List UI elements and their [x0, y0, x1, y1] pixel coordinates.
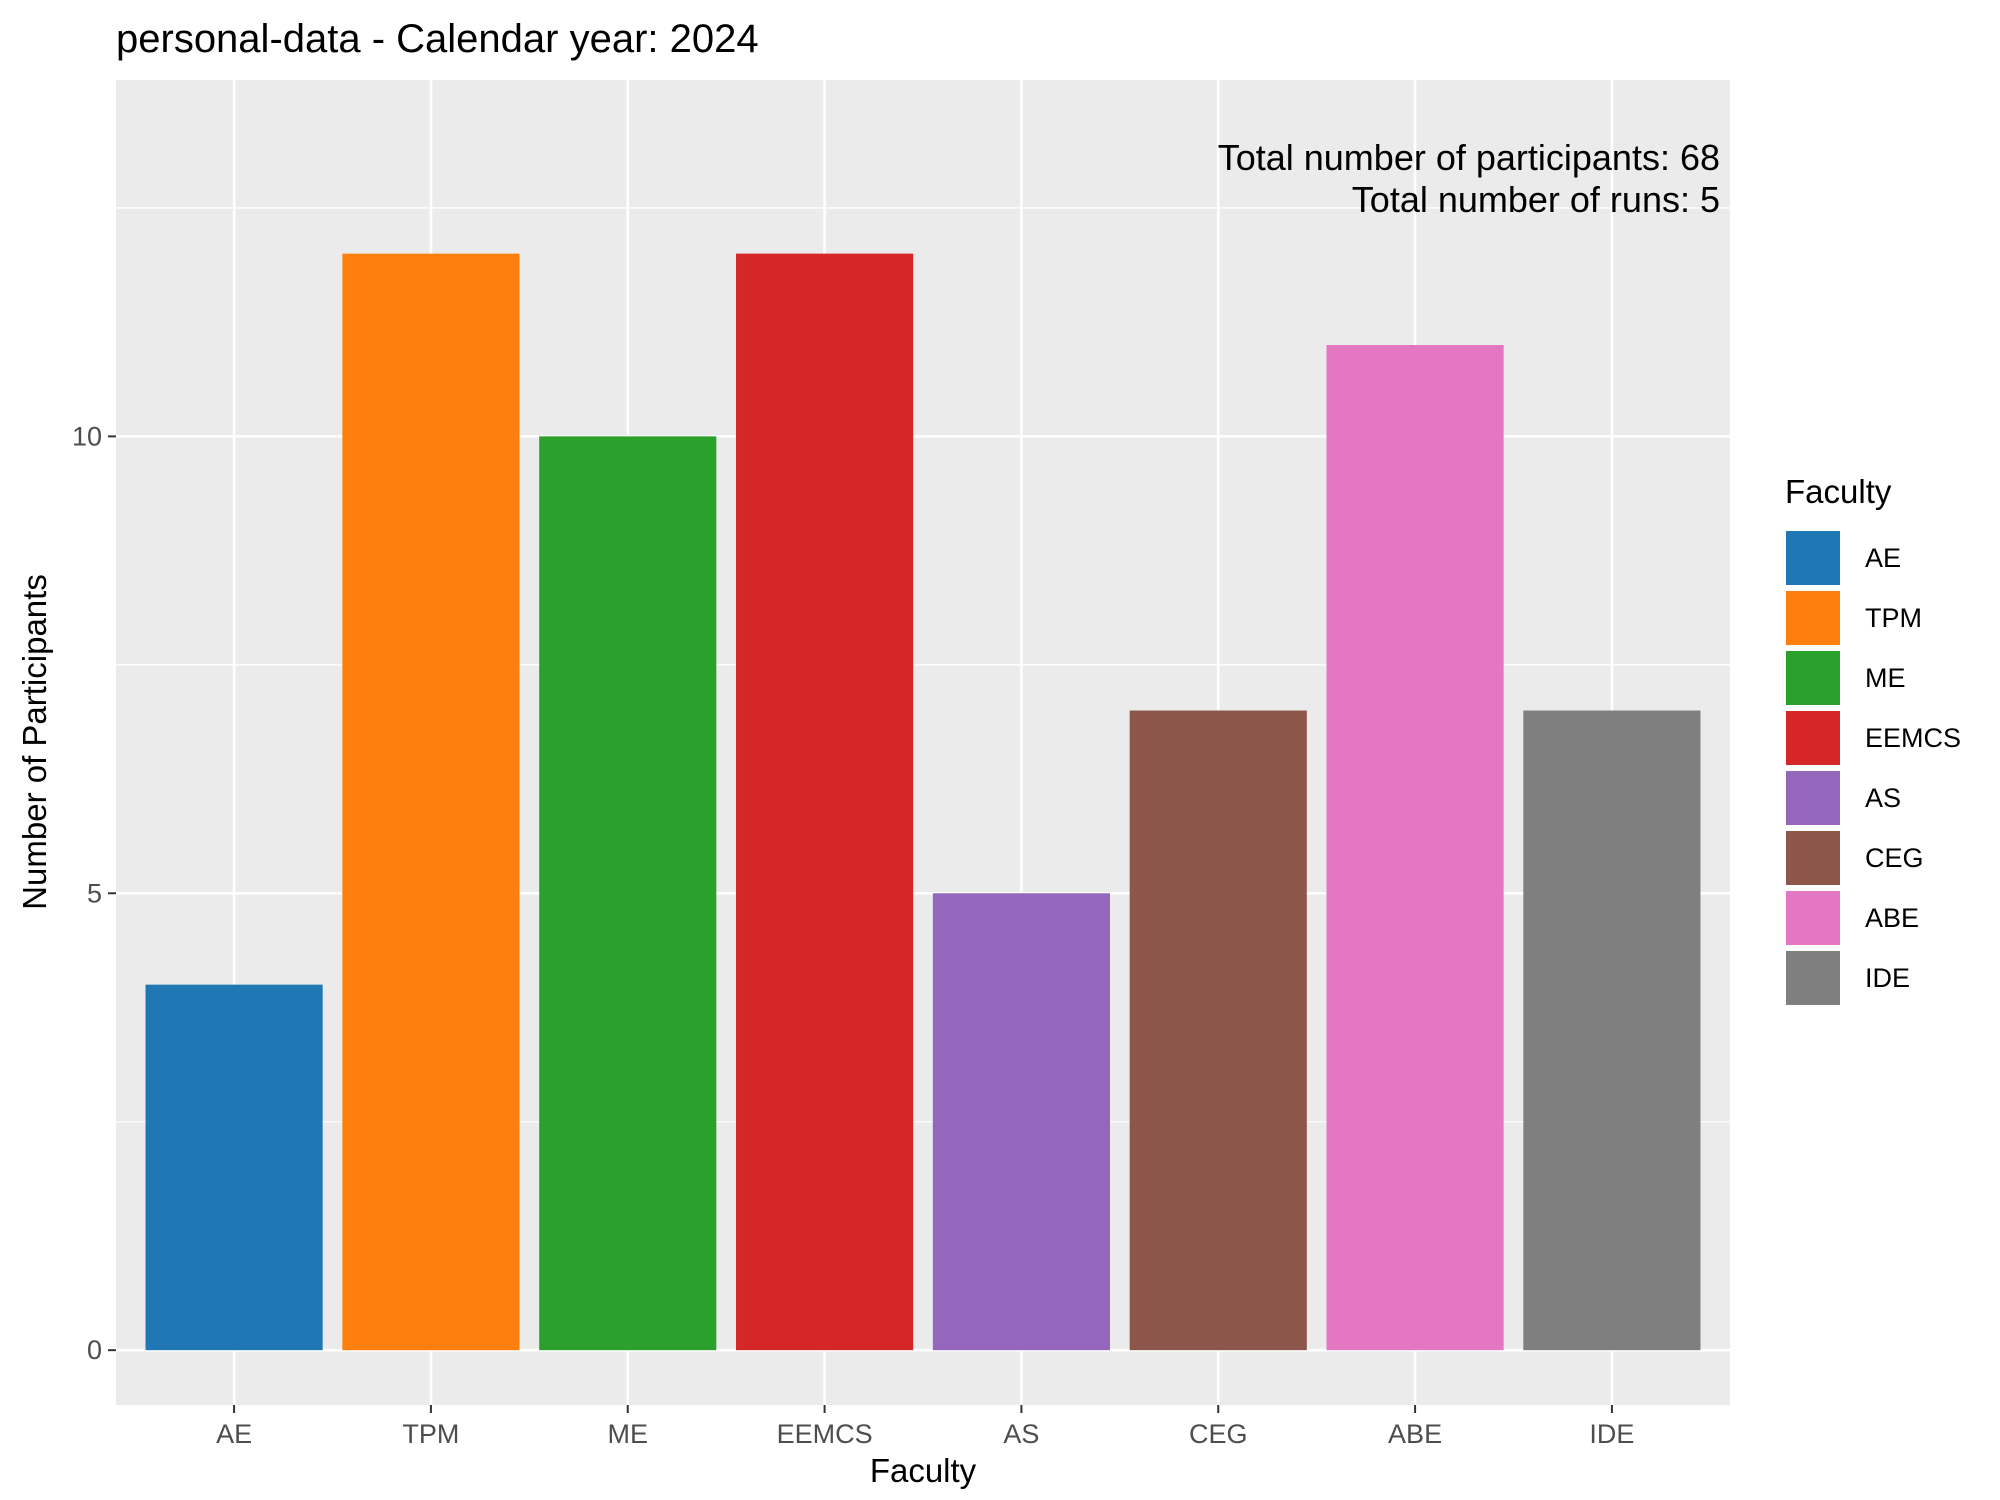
x-tick-label: IDE	[1589, 1419, 1634, 1449]
bar-as	[932, 893, 1110, 1351]
legend-label-me: ME	[1865, 663, 1906, 693]
y-axis-title: Number of Participants	[16, 574, 53, 910]
annotation-total-participants: Total number of participants: 68	[1218, 137, 1720, 178]
legend: Faculty AE TPM ME EEMCS AS CEG ABE IDE	[1784, 473, 1961, 1007]
y-tick-label: 5	[87, 878, 102, 908]
x-tick-label: AS	[1003, 1419, 1039, 1449]
y-axis: 0 5 10	[72, 421, 116, 1365]
legend-key-eemcs	[1784, 709, 1842, 767]
legend-key-abe	[1784, 889, 1842, 947]
legend-label-ide: IDE	[1865, 963, 1910, 993]
legend-key-as	[1784, 769, 1842, 827]
annotation-total-runs: Total number of runs: 5	[1352, 179, 1720, 220]
x-tick-label: CEG	[1189, 1419, 1248, 1449]
x-tick-label: TPM	[402, 1419, 459, 1449]
legend-key-tpm	[1784, 589, 1842, 647]
legend-key-ae	[1784, 529, 1842, 587]
bar-abe	[1326, 345, 1504, 1351]
bar-ide	[1523, 710, 1701, 1351]
y-tick-label: 0	[87, 1335, 102, 1365]
legend-label-ae: AE	[1865, 543, 1901, 573]
bar-ceg	[1129, 710, 1307, 1351]
legend-label-eemcs: EEMCS	[1865, 723, 1961, 753]
legend-label-tpm: TPM	[1865, 603, 1922, 633]
legend-key-me	[1784, 649, 1842, 707]
x-tick-label: ME	[608, 1419, 649, 1449]
bar-tpm	[342, 253, 520, 1351]
legend-label-as: AS	[1865, 783, 1901, 813]
legend-title: Faculty	[1785, 473, 1892, 510]
x-tick-label: AE	[216, 1419, 252, 1449]
y-tick-label: 10	[72, 421, 102, 451]
bar-ae	[145, 984, 323, 1351]
legend-key-ide	[1784, 949, 1842, 1007]
chart-title: personal-data - Calendar year: 2024	[116, 17, 759, 61]
legend-key-ceg	[1784, 829, 1842, 887]
bars	[145, 253, 1701, 1351]
x-axis: AE TPM ME EEMCS AS CEG ABE IDE	[216, 1405, 1634, 1449]
legend-label-abe: ABE	[1865, 903, 1919, 933]
x-tick-label: ABE	[1388, 1419, 1442, 1449]
x-tick-label: EEMCS	[777, 1419, 873, 1449]
x-axis-title: Faculty	[870, 1452, 977, 1489]
bar-eemcs	[736, 253, 914, 1351]
bar-me	[539, 436, 717, 1351]
legend-label-ceg: CEG	[1865, 843, 1924, 873]
